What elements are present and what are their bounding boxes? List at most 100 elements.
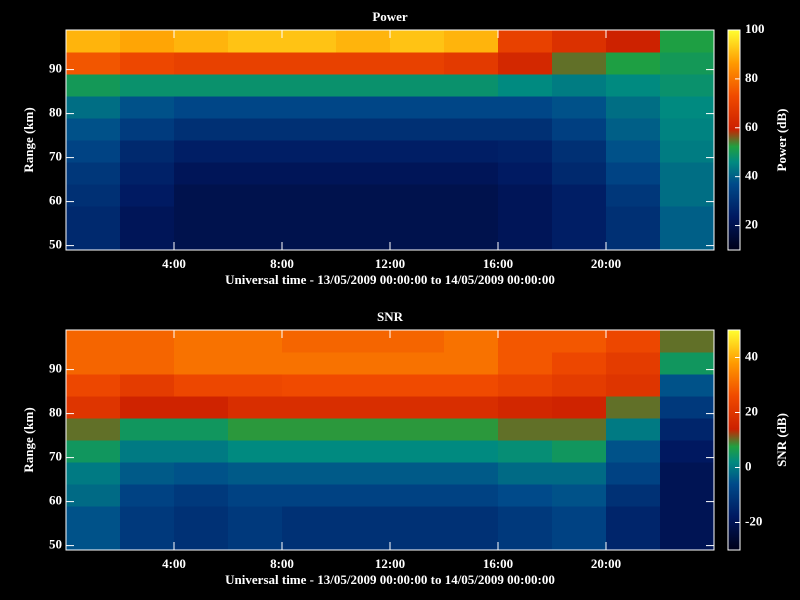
heat-cell (552, 52, 607, 75)
heat-cell (390, 118, 445, 141)
heat-cell (66, 118, 121, 141)
colorbar-label: Power (dB) (774, 109, 789, 172)
heat-cell (552, 418, 607, 441)
heat-cell (444, 140, 499, 163)
heat-cell (282, 528, 337, 551)
heat-cell (66, 184, 121, 207)
colorbar-tick-label: -20 (745, 513, 762, 528)
heat-cell (660, 330, 715, 353)
heat-cell (282, 418, 337, 441)
heat-cell (228, 30, 283, 53)
heat-cell (174, 184, 229, 207)
heat-cell (228, 184, 283, 207)
y-tick-label: 70 (49, 149, 62, 164)
y-tick-label: 80 (49, 405, 62, 420)
heat-cell (390, 506, 445, 529)
heat-cell (228, 528, 283, 551)
heat-cell (552, 184, 607, 207)
heat-cell (282, 484, 337, 507)
heat-cell (390, 484, 445, 507)
heat-cell (498, 462, 553, 485)
heat-cell (390, 96, 445, 119)
heat-cell (660, 528, 715, 551)
heat-cell (228, 206, 283, 229)
heat-cell (336, 52, 391, 75)
heat-cell (228, 374, 283, 397)
y-tick-label: 60 (49, 193, 62, 208)
heat-cell (660, 462, 715, 485)
heat-cell (228, 74, 283, 97)
heat-cell (552, 330, 607, 353)
heat-cell (390, 140, 445, 163)
heat-cell (498, 96, 553, 119)
x-axis-label: Universal time - 13/05/2009 00:00:00 to … (225, 572, 555, 587)
y-tick-label: 80 (49, 105, 62, 120)
heat-cell (660, 352, 715, 375)
x-tick-label: 8:00 (270, 556, 294, 571)
colorbar-label: SNR (dB) (774, 413, 789, 467)
heat-cell (120, 374, 175, 397)
heat-cell (120, 462, 175, 485)
heat-cell (66, 506, 121, 529)
heat-cell (390, 30, 445, 53)
heat-cell (552, 374, 607, 397)
x-tick-label: 16:00 (483, 256, 513, 271)
colorbar-tick-label: 40 (745, 168, 758, 183)
heat-cell (282, 506, 337, 529)
heat-cell (66, 374, 121, 397)
heat-cell (174, 440, 229, 463)
heat-cell (120, 440, 175, 463)
heat-cell (390, 352, 445, 375)
heat-cell (336, 440, 391, 463)
heat-cell (120, 140, 175, 163)
heat-cell (228, 484, 283, 507)
y-tick-label: 90 (49, 61, 62, 76)
heat-cell (282, 140, 337, 163)
heat-cell (498, 330, 553, 353)
colorbar (727, 329, 741, 551)
heat-cell (120, 506, 175, 529)
heat-cell (660, 206, 715, 229)
heat-cell (120, 96, 175, 119)
heat-cell (606, 506, 661, 529)
x-tick-label: 12:00 (375, 556, 405, 571)
heat-cell (552, 74, 607, 97)
heat-cell (660, 162, 715, 185)
heat-cell (336, 374, 391, 397)
heat-cell (660, 140, 715, 163)
heat-cell (390, 528, 445, 551)
heat-cell (552, 140, 607, 163)
heat-cell (606, 396, 661, 419)
heat-cell (66, 30, 121, 53)
heat-cell (390, 330, 445, 353)
heat-cell (174, 118, 229, 141)
heat-cell (336, 484, 391, 507)
heat-cell (66, 418, 121, 441)
heat-cell (66, 330, 121, 353)
y-tick-label: 70 (49, 449, 62, 464)
heat-cell (66, 528, 121, 551)
heat-cell (444, 96, 499, 119)
heat-cell (66, 484, 121, 507)
heat-cell (390, 396, 445, 419)
heat-cell (336, 528, 391, 551)
heat-cell (606, 462, 661, 485)
heat-cell (606, 96, 661, 119)
heat-cell (390, 440, 445, 463)
heat-cell (228, 96, 283, 119)
colorbar-tick-label: 20 (745, 217, 758, 232)
heat-cell (66, 162, 121, 185)
heat-cell (444, 228, 499, 251)
heat-cell (228, 118, 283, 141)
heat-cell (282, 184, 337, 207)
heat-cell (498, 52, 553, 75)
heat-cell (552, 30, 607, 53)
heat-cell (498, 484, 553, 507)
heat-cell (390, 74, 445, 97)
heat-cell (66, 440, 121, 463)
heat-cell (120, 30, 175, 53)
heat-cell (174, 96, 229, 119)
heat-cell (336, 96, 391, 119)
heat-cell (498, 184, 553, 207)
heat-cell (120, 228, 175, 251)
